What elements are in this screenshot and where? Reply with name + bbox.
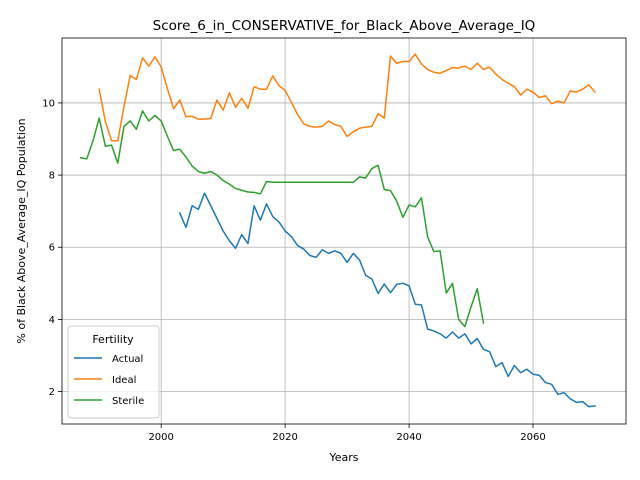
chart-title: Score_6_in_CONSERVATIVE_for_Black_Above_… xyxy=(153,18,536,34)
legend-title: Fertility xyxy=(92,333,134,346)
plot-frame xyxy=(61,37,627,425)
series-line-actual xyxy=(178,192,596,408)
legend-label-sterile: Sterile xyxy=(112,396,144,407)
legend-entry-sterile: Sterile xyxy=(74,396,144,407)
legend-entry-ideal: Ideal xyxy=(74,375,136,386)
x-tick-label: 2020 xyxy=(272,432,297,443)
series-line-sterile xyxy=(79,110,485,328)
x-tick-label: 2060 xyxy=(520,432,545,443)
y-axis-label: % of Black Above_Average_IQ Population xyxy=(15,118,28,343)
legend-box xyxy=(67,325,160,419)
y-tick-label: 2 xyxy=(49,387,55,398)
axis-ticks: 2000 2020 2040 2060 2 4 6 8 10 xyxy=(42,98,545,443)
y-tick-label: 10 xyxy=(42,98,55,109)
legend-label-ideal: Ideal xyxy=(112,375,136,386)
y-tick-label: 6 xyxy=(49,243,55,254)
legend-entry-actual: Actual xyxy=(74,354,143,365)
y-tick-label: 8 xyxy=(49,171,55,182)
x-tick-label: 2000 xyxy=(148,432,173,443)
x-axis-label: Years xyxy=(328,451,358,464)
y-tick-label: 4 xyxy=(49,315,55,326)
legend-label-actual: Actual xyxy=(112,354,143,365)
legend: Fertility Actual Ideal Sterile xyxy=(67,325,160,419)
series-line-ideal xyxy=(98,53,597,142)
x-tick-label: 2040 xyxy=(396,432,421,443)
series-lines xyxy=(79,53,597,408)
